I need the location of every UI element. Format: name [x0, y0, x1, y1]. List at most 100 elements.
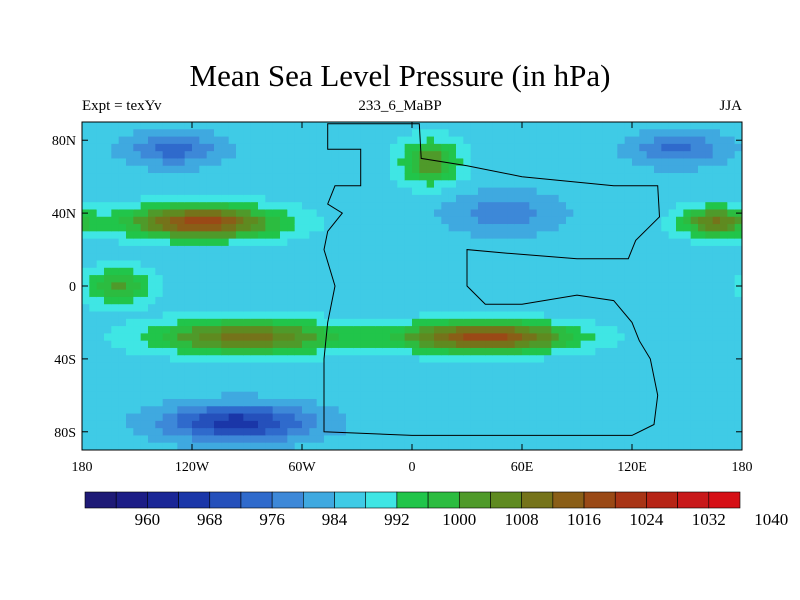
field-cell	[206, 333, 215, 342]
y-tick-label: 80N	[52, 134, 76, 149]
field-cell	[104, 165, 112, 174]
field-cell	[89, 326, 98, 334]
field-cell	[727, 224, 736, 232]
field-cell	[302, 398, 310, 407]
field-cell	[632, 311, 640, 320]
field-cell	[287, 420, 296, 429]
field-cell	[382, 238, 391, 247]
field-cell	[720, 129, 728, 138]
field-cell	[507, 369, 516, 378]
field-cell	[727, 318, 736, 327]
field-cell	[280, 216, 288, 225]
field-cell	[727, 158, 736, 167]
field-cell	[206, 369, 215, 378]
field-cell	[287, 260, 296, 269]
field-cell	[419, 406, 428, 415]
field-cell	[529, 282, 538, 291]
field-cell	[316, 238, 325, 247]
field-cell	[514, 406, 523, 415]
field-cell	[111, 129, 120, 138]
field-cell	[558, 165, 567, 174]
field-cell	[346, 362, 354, 371]
field-cell	[470, 187, 479, 196]
field-cell	[529, 428, 538, 437]
field-cell	[434, 282, 442, 291]
field-cell	[243, 245, 252, 254]
field-cell	[478, 260, 486, 269]
field-cell	[478, 209, 486, 218]
field-cell	[676, 442, 684, 450]
field-cell	[683, 180, 692, 189]
field-cell	[448, 296, 457, 305]
field-cell	[140, 231, 149, 240]
field-cell	[514, 224, 523, 232]
field-cell	[617, 151, 626, 160]
field-cell	[250, 355, 259, 364]
field-cell	[522, 413, 530, 422]
field-cell	[96, 428, 105, 437]
field-cell	[617, 347, 626, 356]
field-cell	[390, 340, 398, 349]
field-cell	[214, 224, 222, 232]
field-cell	[632, 282, 640, 291]
field-cell	[514, 435, 523, 444]
field-cell	[148, 391, 156, 400]
field-cell	[162, 442, 171, 450]
field-cell	[492, 347, 501, 356]
field-cell	[155, 333, 164, 342]
field-cell	[639, 253, 648, 262]
field-cell	[426, 391, 435, 400]
field-cell	[133, 391, 142, 400]
field-cell	[221, 398, 230, 407]
field-cell	[243, 377, 252, 385]
field-cell	[720, 311, 728, 320]
field-cell	[602, 435, 611, 444]
field-cell	[602, 304, 611, 313]
field-cell	[426, 238, 435, 247]
field-cell	[720, 245, 728, 254]
field-cell	[280, 158, 288, 167]
field-cell	[82, 384, 90, 393]
field-cell	[690, 209, 699, 218]
field-cell	[96, 282, 105, 291]
field-cell	[492, 435, 501, 444]
field-cell	[199, 289, 208, 298]
field-cell	[89, 340, 98, 349]
field-cell	[199, 231, 208, 240]
field-cell	[382, 180, 391, 189]
field-cell	[602, 296, 611, 305]
field-cell	[287, 406, 296, 415]
field-cell	[690, 340, 699, 349]
field-cell	[382, 173, 391, 181]
field-cell	[192, 435, 200, 444]
field-cell	[419, 282, 428, 291]
field-cell	[309, 362, 318, 371]
field-cell	[668, 216, 677, 225]
field-cell	[192, 180, 200, 189]
field-cell	[184, 158, 193, 167]
field-cell	[654, 333, 662, 342]
field-cell	[588, 347, 596, 356]
field-cell	[698, 158, 706, 167]
field-cell	[463, 435, 472, 444]
field-cell	[544, 435, 552, 444]
field-cell	[705, 180, 714, 189]
field-cell	[610, 340, 618, 349]
field-cell	[712, 187, 721, 196]
field-cell	[155, 136, 164, 145]
field-cell	[375, 275, 384, 283]
field-cell	[302, 173, 310, 181]
field-cell	[573, 377, 582, 385]
field-cell	[544, 289, 552, 298]
field-cell	[690, 224, 699, 232]
field-cell	[602, 151, 611, 160]
field-cell	[390, 347, 398, 356]
field-cell	[470, 318, 479, 327]
field-cell	[470, 326, 479, 334]
field-cell	[199, 194, 208, 203]
field-cell	[221, 340, 230, 349]
field-cell	[280, 391, 288, 400]
field-cell	[206, 282, 215, 291]
field-cell	[177, 413, 186, 422]
field-cell	[434, 428, 442, 437]
